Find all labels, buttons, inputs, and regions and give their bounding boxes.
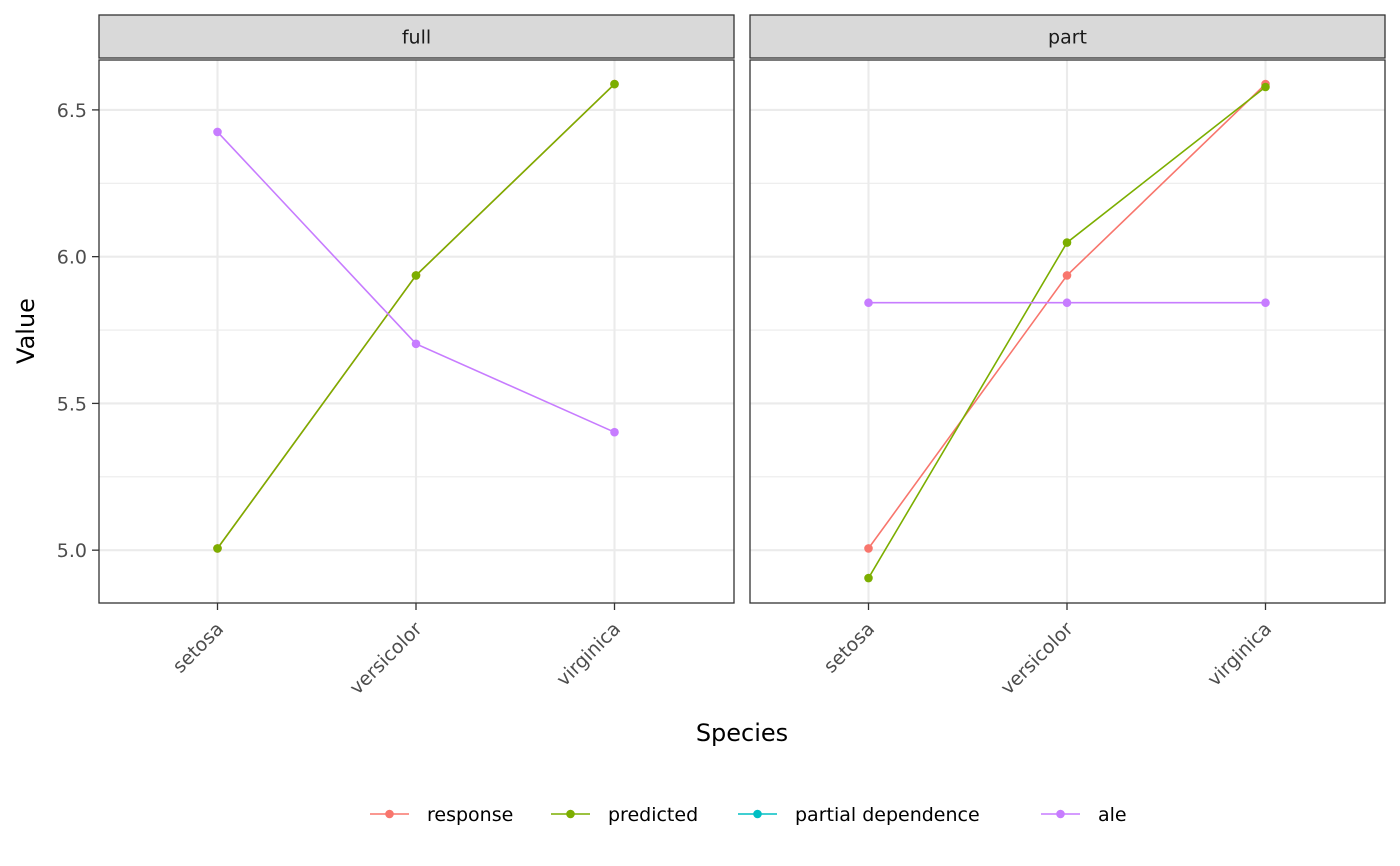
y-axis-title: Value (12, 298, 40, 364)
facet-strip-part (749, 14, 1386, 59)
data-point (1261, 298, 1270, 308)
x-axis-title: Species (696, 719, 788, 747)
legend-item-partial-dependence: partial dependence (738, 804, 980, 826)
legend-item-predicted: predicted (551, 804, 698, 826)
data-point (1062, 238, 1072, 247)
data-point (864, 298, 873, 308)
y-tick-label: 6.5 (57, 100, 87, 122)
series-ale-full (213, 127, 619, 437)
x-tick-label: virginica (1203, 618, 1276, 691)
legend: response predicted partial dependence ale (370, 804, 1127, 826)
facet-strip-full (98, 14, 735, 59)
data-point (1261, 82, 1270, 92)
x-axis-full: setosa versicolor virginica (168, 603, 625, 699)
x-tick-label: setosa (819, 618, 879, 678)
legend-label: response (427, 804, 513, 826)
legend-key-point (385, 809, 394, 819)
facet-strip-label: part (1048, 27, 1087, 49)
grid-lines (750, 60, 1385, 603)
legend-label: partial dependence (795, 804, 980, 826)
legend-label: ale (1098, 804, 1127, 826)
legend-item-ale: ale (1041, 804, 1127, 826)
y-tick-label: 5.0 (57, 540, 87, 562)
x-axis-part: setosa versicolor virginica (819, 603, 1276, 699)
data-point (610, 79, 619, 89)
data-point (411, 271, 421, 280)
x-tick-label: virginica (552, 618, 625, 691)
y-tick-label: 6.0 (57, 247, 87, 269)
data-point (213, 544, 222, 553)
series-ale-part (864, 298, 1270, 308)
y-axis: 5.0 5.5 6.0 6.5 (57, 100, 99, 562)
facet-panel-full: full (98, 14, 735, 604)
data-point (213, 127, 222, 137)
data-point (411, 339, 421, 349)
facet-panels: full part (98, 14, 1386, 604)
legend-item-response: response (370, 804, 513, 826)
x-tick-label: versicolor (996, 618, 1077, 699)
series-predicted-part (864, 82, 1270, 583)
legend-key-point (1056, 809, 1065, 819)
facet-strip-label: full (402, 27, 431, 49)
data-point (1062, 298, 1072, 308)
legend-label: predicted (608, 804, 698, 826)
data-point (864, 544, 873, 553)
x-tick-label: setosa (168, 618, 228, 678)
grid-lines (99, 60, 734, 603)
legend-key-point (753, 809, 762, 819)
data-point (610, 427, 619, 437)
y-tick-label: 5.5 (57, 393, 87, 415)
x-tick-label: versicolor (345, 618, 426, 699)
data-point (1062, 271, 1072, 280)
series-predicted-full (213, 79, 619, 553)
facet-panel-part: part (749, 14, 1386, 604)
legend-key-point (566, 809, 575, 819)
data-point (864, 573, 873, 583)
x-axes: setosa versicolor virginica setosa versicolo… (168, 603, 1276, 699)
